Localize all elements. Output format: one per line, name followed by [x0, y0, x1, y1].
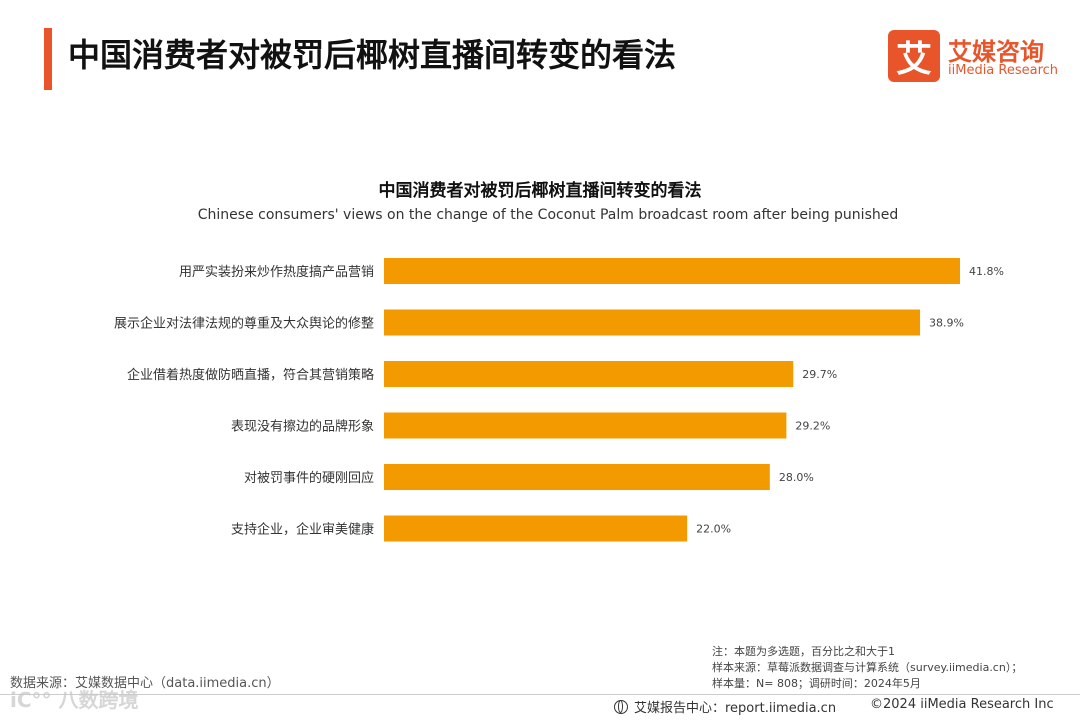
bar: [384, 309, 921, 336]
chart-notes: 注：本题为多选题，百分比之和大于1 样本来源：草莓派数据调查与计算系统（surv…: [712, 644, 1022, 692]
category-label: 表现没有擦边的品牌形象: [231, 419, 374, 435]
title-accent-bar: [44, 28, 52, 90]
report-center-link[interactable]: 艾媒报告中心：report.iimedia.cn: [614, 697, 836, 716]
value-label: 29.7%: [802, 368, 837, 381]
category-label: 支持企业，企业审美健康: [231, 522, 374, 538]
iimedia-logo: 艾 艾媒咨询 iiMedia Research: [888, 30, 1068, 86]
watermark: iC°° 八数跨境: [10, 688, 139, 712]
bar: [384, 258, 960, 284]
chart-subtitle: Chinese consumers' views on the change o…: [197, 207, 899, 223]
page-title: 中国消费者对被罚后椰树直播间转变的看法: [68, 36, 677, 74]
footer-divider: [0, 694, 1080, 695]
copyright: ©2024 iiMedia Research Inc: [870, 697, 1054, 712]
bar-chart: 用严实装扮来炒作热度搞产品营销 41.8% 展示企业对法律法规的尊重及大众舆论的修整…: [114, 258, 1004, 542]
logo-chinese-name: 艾媒咨询: [948, 38, 1044, 66]
note-line-sample-source: 样本来源：草莓派数据调查与计算系统（survey.iimedia.cn）；: [712, 661, 1023, 674]
globe-icon: [614, 699, 628, 714]
bar: [384, 515, 688, 542]
value-label: 29.2%: [795, 420, 830, 433]
value-label: 41.8%: [969, 265, 1004, 278]
bar: [384, 361, 794, 387]
category-label: 用严实装扮来炒作热度搞产品营销: [179, 264, 374, 280]
bar: [384, 412, 787, 439]
category-label: 对被罚事件的硬刚回应: [244, 470, 374, 486]
logo-english-name: iiMedia Research: [948, 63, 1059, 78]
value-label: 22.0%: [696, 523, 731, 536]
category-label: 展示企业对法律法规的尊重及大众舆论的修整: [114, 316, 374, 332]
chart-title: 中国消费者对被罚后椰树直播间转变的看法: [378, 181, 702, 201]
note-line-multi-select: 注：本题为多选题，百分比之和大于1: [712, 645, 895, 658]
note-line-sample-size: 样本量：N= 808；调研时间：2024年5月: [712, 677, 921, 690]
category-label: 企业借着热度做防晒直播，符合其营销策略: [127, 367, 374, 383]
logo-mark: 艾: [888, 30, 940, 82]
value-label: 28.0%: [779, 471, 814, 484]
report-center-text: 艾媒报告中心：report.iimedia.cn: [634, 701, 837, 716]
bar: [384, 464, 770, 490]
data-source: 数据来源：艾媒数据中心（data.iimedia.cn）: [10, 676, 280, 691]
value-label: 38.9%: [929, 317, 964, 330]
